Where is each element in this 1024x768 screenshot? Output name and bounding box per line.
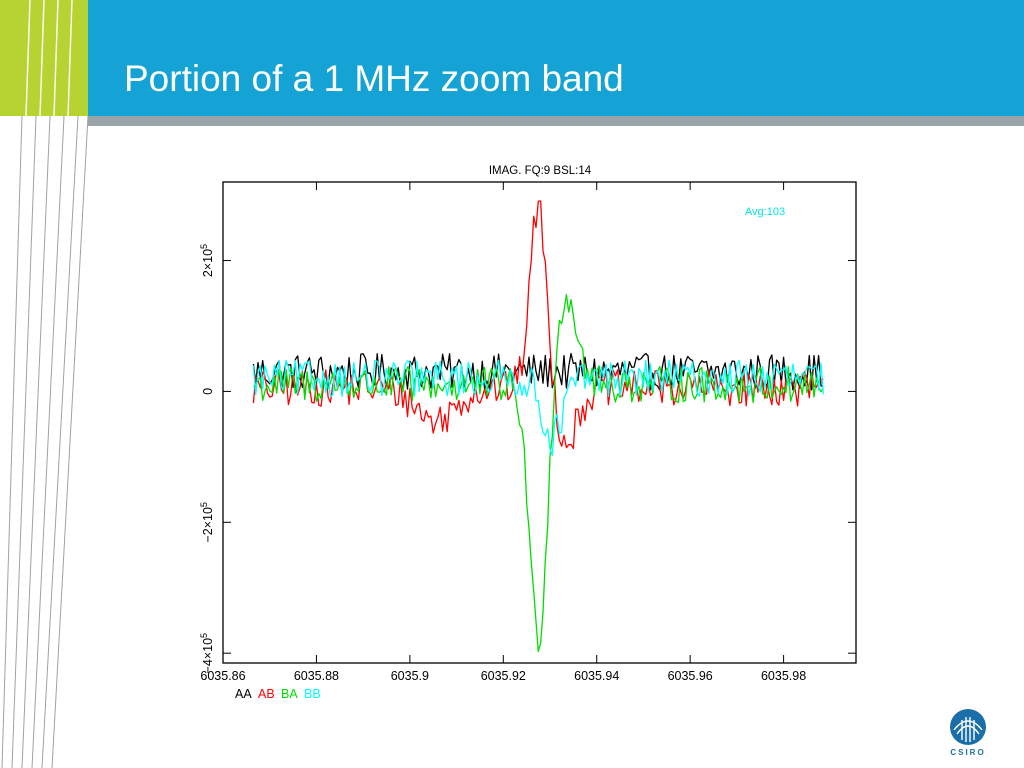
avg-annotation: Avg:103: [745, 206, 785, 218]
logo-text: CSIRO: [950, 748, 986, 757]
legend-item-bb: BB: [304, 687, 321, 701]
series-bb-line: [252, 359, 824, 456]
legend-item-ba: BA: [281, 687, 298, 701]
x-tick-label: 6035.92: [481, 669, 526, 683]
legend-item-ab: AB: [258, 687, 275, 701]
header-rule: [88, 116, 1024, 126]
x-tick-label: 6035.86: [200, 669, 245, 683]
series-ba-line: [253, 293, 824, 653]
series-ab-line: [252, 200, 824, 450]
slide-title: Portion of a 1 MHz zoom band: [124, 58, 624, 99]
x-tick-label: 6035.94: [574, 669, 619, 683]
x-tick-label: 6035.9: [391, 669, 429, 683]
y-tick-label: −4×105: [199, 633, 215, 673]
plot-frame: [222, 181, 857, 664]
csiro-logo-icon: [950, 709, 986, 745]
legend: AA AB BA BB: [235, 687, 321, 701]
legend-item-aa: AA: [235, 687, 252, 701]
y-tick-label: 2×105: [199, 244, 215, 277]
x-tick-label: 6035.88: [294, 669, 339, 683]
x-tick-label: 6035.98: [761, 669, 806, 683]
x-tick-label: 6035.96: [668, 669, 713, 683]
y-tick-label: 0: [201, 388, 215, 395]
header-band: [88, 0, 1024, 116]
y-tick-label: −2×105: [199, 502, 215, 542]
csiro-logo: CSIRO: [945, 706, 991, 762]
chart-title: IMAG. FQ:9 BSL:14: [489, 165, 592, 177]
